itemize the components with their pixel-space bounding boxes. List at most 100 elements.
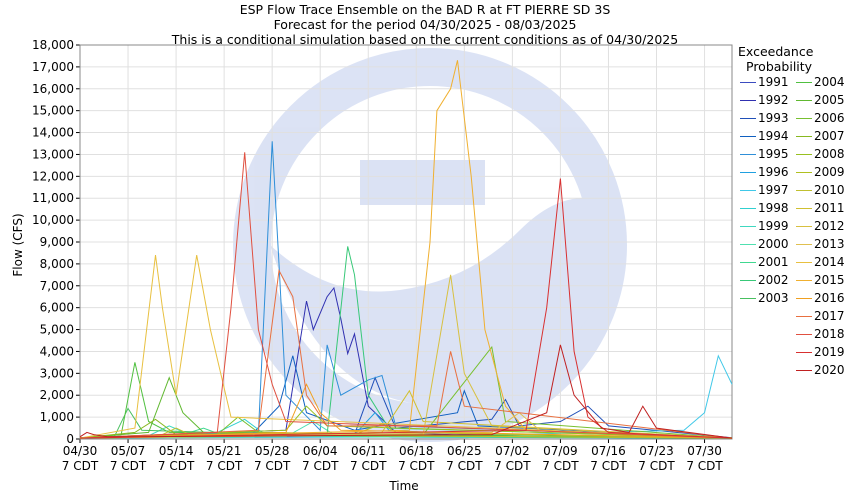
x-tick-label: 07/09 xyxy=(543,444,578,458)
y-tick-label: 0 xyxy=(66,432,74,446)
legend-swatch xyxy=(796,369,812,371)
legend-label: 1991 xyxy=(758,75,789,89)
legend-swatch xyxy=(740,225,756,227)
y-tick-label: 4,000 xyxy=(40,344,74,358)
series-group xyxy=(79,60,733,439)
legend-item-1996: 1996 xyxy=(740,165,789,179)
x-tick-sublabel: 7 CDT xyxy=(254,459,291,473)
legend-title-line1: Exceedance xyxy=(738,44,814,59)
series-line-2016 xyxy=(79,383,733,439)
y-tick-label: 11,000 xyxy=(32,191,74,205)
legend-item-2000: 2000 xyxy=(740,237,789,251)
legend-swatch xyxy=(796,189,812,191)
legend-item-1992: 1992 xyxy=(740,93,789,107)
x-tick-sublabel: 7 CDT xyxy=(446,459,483,473)
series-line-2015 xyxy=(79,60,733,439)
legend-label: 2008 xyxy=(814,147,845,161)
legend-title-line2: Probability xyxy=(746,59,813,74)
x-tick-label: 05/07 xyxy=(111,444,146,458)
legend-swatch xyxy=(796,243,812,245)
y-tick-label: 17,000 xyxy=(32,60,74,74)
legend-item-2016: 2016 xyxy=(796,291,845,305)
x-tick-label: 05/28 xyxy=(255,444,290,458)
legend-label: 1998 xyxy=(758,201,789,215)
legend-item-2002: 2002 xyxy=(740,273,789,287)
legend-swatch xyxy=(740,207,756,209)
y-tick-label: 18,000 xyxy=(32,38,74,52)
series-line-1993 xyxy=(79,376,733,439)
legend-item-2008: 2008 xyxy=(796,147,845,161)
y-tick-label: 1,000 xyxy=(40,410,74,424)
legend-item-2005: 2005 xyxy=(796,93,845,107)
legend-item-2010: 2010 xyxy=(796,183,845,197)
x-tick-sublabel: 7 CDT xyxy=(398,459,435,473)
x-tick-sublabel: 7 CDT xyxy=(590,459,627,473)
legend-item-1998: 1998 xyxy=(740,201,789,215)
x-tick-sublabel: 7 CDT xyxy=(494,459,531,473)
x-tick-label: 06/25 xyxy=(447,444,482,458)
legend-label: 2001 xyxy=(758,255,789,269)
legend-item-1993: 1993 xyxy=(740,111,789,125)
legend-label: 2020 xyxy=(814,363,845,377)
chart-subtitle: Forecast for the period 04/30/2025 - 08/… xyxy=(273,17,577,32)
x-tick-sublabel: 7 CDT xyxy=(542,459,579,473)
legend-label: 1994 xyxy=(758,129,789,143)
legend-label: 2015 xyxy=(814,273,845,287)
y-tick-label: 12,000 xyxy=(32,169,74,183)
legend-item-2003: 2003 xyxy=(740,291,789,305)
x-tick-label: 05/21 xyxy=(207,444,242,458)
legend-swatch xyxy=(796,225,812,227)
legend-item-2017: 2017 xyxy=(796,309,845,323)
x-axis-label: Time xyxy=(388,479,418,493)
x-tick-label: 06/04 xyxy=(303,444,338,458)
x-tick-sublabel: 7 CDT xyxy=(350,459,387,473)
legend-label: 2017 xyxy=(814,309,845,323)
legend-swatch xyxy=(740,279,756,281)
chart-subtitle-2: This is a conditional simulation based o… xyxy=(171,32,679,47)
legend-swatch xyxy=(796,117,812,119)
y-tick-label: 15,000 xyxy=(32,104,74,118)
legend-item-1994: 1994 xyxy=(740,129,789,143)
legend-label: 1993 xyxy=(758,111,789,125)
y-axis-label: Flow (CFS) xyxy=(11,213,25,276)
legend-label: 2010 xyxy=(814,183,845,197)
legend-swatch xyxy=(740,81,756,83)
legend-label: 2003 xyxy=(758,291,789,305)
legend-label: 2004 xyxy=(814,75,845,89)
x-tick-label: 07/02 xyxy=(495,444,530,458)
legend-label: 2005 xyxy=(814,93,845,107)
legend-item-2006: 2006 xyxy=(796,111,845,125)
legend-label: 2012 xyxy=(814,219,845,233)
legend-label: 2011 xyxy=(814,201,845,215)
x-tick-sublabel: 7 CDT xyxy=(206,459,243,473)
legend-swatch xyxy=(796,279,812,281)
legend-item-2007: 2007 xyxy=(796,129,845,143)
axes: 0 1,000 2,000 3,000 4,000 5,000 6,000 7,000 8,00… xyxy=(32,38,733,473)
legend-label: 2009 xyxy=(814,165,845,179)
legend-label: 2007 xyxy=(814,129,845,143)
y-tick-label: 2,000 xyxy=(40,388,74,402)
legend-item-2009: 2009 xyxy=(796,165,845,179)
legend-label: 2014 xyxy=(814,255,845,269)
x-tick-sublabel: 7 CDT xyxy=(158,459,195,473)
legend-label: 2016 xyxy=(814,291,845,305)
y-tick-label: 10,000 xyxy=(32,213,74,227)
legend-swatch xyxy=(796,135,812,137)
y-tick-label: 7,000 xyxy=(40,279,74,293)
legend-item-2011: 2011 xyxy=(796,201,845,215)
y-tick-label: 6,000 xyxy=(40,301,74,315)
legend-swatch xyxy=(740,243,756,245)
legend-swatch xyxy=(796,261,812,263)
legend-label: 2006 xyxy=(814,111,845,125)
legend-item-2020: 2020 xyxy=(796,363,845,377)
x-tick-sublabel: 7 CDT xyxy=(110,459,147,473)
series-line-2020 xyxy=(79,344,733,439)
legend-label: 1999 xyxy=(758,219,789,233)
legend-swatch xyxy=(740,261,756,263)
legend-swatch xyxy=(796,171,812,173)
y-tick-label: 16,000 xyxy=(32,82,74,96)
y-tick-label: 3,000 xyxy=(40,366,74,380)
y-tick-label: 14,000 xyxy=(32,126,74,140)
legend-item-2019: 2019 xyxy=(796,345,845,359)
y-tick-label: 9,000 xyxy=(40,235,74,249)
